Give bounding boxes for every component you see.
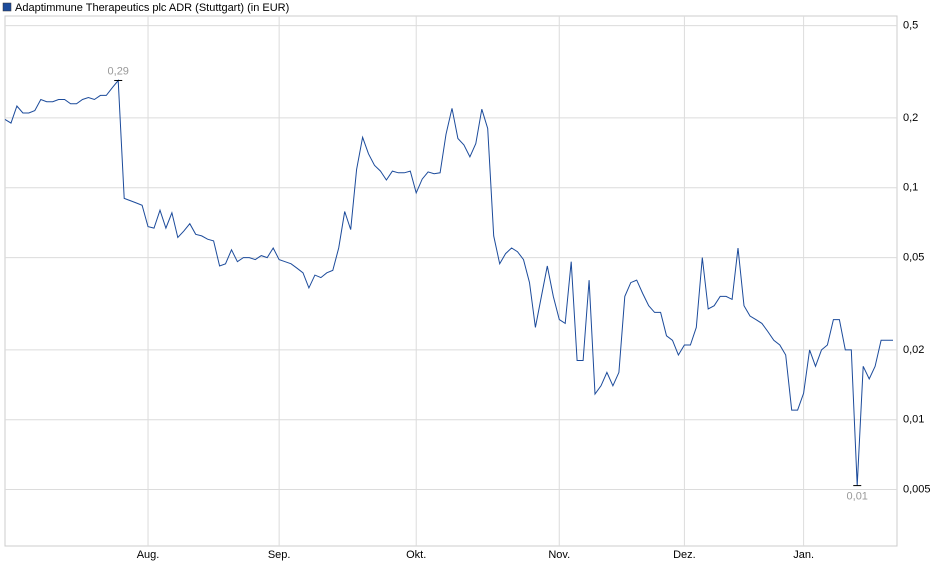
value-label: 0,29 <box>108 65 129 77</box>
y-tick-label: 0,05 <box>903 251 924 263</box>
legend-swatch <box>2 2 12 12</box>
x-tick-label: Aug. <box>137 549 160 561</box>
y-tick-label: 0,02 <box>903 344 924 356</box>
plot-area <box>4 15 898 547</box>
y-tick-label: 0,1 <box>903 182 918 194</box>
y-tick-label: 0,005 <box>903 483 931 495</box>
x-tick-label: Nov. <box>548 549 570 561</box>
legend-label: Adaptimmune Therapeutics plc ADR (Stuttg… <box>15 2 289 14</box>
y-tick-label: 0,5 <box>903 20 918 32</box>
y-tick-label: 0,01 <box>903 414 924 426</box>
x-tick-label: Jan. <box>793 549 814 561</box>
y-tick-label: 0,2 <box>903 112 918 124</box>
value-label: 0,01 <box>847 490 868 502</box>
x-tick-label: Sep. <box>268 549 291 561</box>
x-tick-label: Okt. <box>406 549 426 561</box>
price-line <box>4 79 893 486</box>
x-tick-label: Dez. <box>673 549 696 561</box>
